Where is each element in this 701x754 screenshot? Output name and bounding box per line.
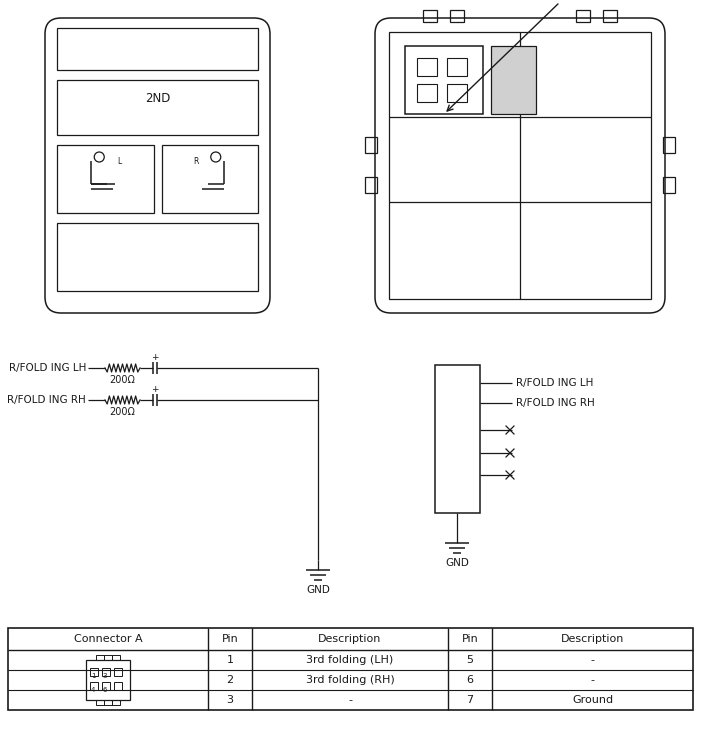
Text: 3: 3 [226, 695, 233, 705]
Bar [423, 10, 437, 22]
Bar [389, 32, 651, 299]
Text: R/FOLD ING LH: R/FOLD ING LH [8, 363, 86, 373]
Bar [576, 10, 590, 22]
Bar [435, 365, 480, 513]
Bar [90, 668, 98, 676]
Bar [112, 655, 120, 660]
Bar [417, 84, 437, 102]
Text: 4: 4 [91, 687, 95, 693]
Bar [96, 655, 104, 660]
Bar [8, 628, 693, 710]
Bar [104, 655, 112, 660]
Bar [161, 145, 258, 213]
Text: 2ND: 2ND [145, 91, 170, 105]
Bar [663, 137, 675, 153]
Bar [365, 177, 377, 193]
Text: 5: 5 [466, 655, 473, 665]
Text: R: R [193, 157, 198, 165]
Bar [447, 58, 467, 76]
Bar [96, 700, 104, 705]
Text: R/FOLD ING RH: R/FOLD ING RH [516, 398, 594, 408]
Text: 3rd folding (LH): 3rd folding (LH) [306, 655, 394, 665]
Bar [417, 58, 437, 76]
Text: 200Ω: 200Ω [109, 407, 135, 417]
Text: 1: 1 [226, 655, 233, 665]
Text: Description: Description [318, 634, 381, 644]
Text: 3rd folding (RH): 3rd folding (RH) [306, 675, 395, 685]
Text: 2: 2 [226, 675, 233, 685]
Bar [112, 700, 120, 705]
Text: L: L [117, 157, 121, 165]
Bar [90, 682, 98, 690]
Bar [114, 682, 122, 690]
Bar [603, 10, 617, 22]
Text: Pin: Pin [222, 634, 238, 644]
Text: R/FOLD ING LH: R/FOLD ING LH [516, 378, 593, 388]
Text: 3: 3 [103, 673, 107, 679]
Text: -: - [590, 675, 594, 685]
Bar [663, 177, 675, 193]
Text: +: + [151, 354, 158, 363]
Bar [405, 46, 483, 114]
Bar [365, 137, 377, 153]
Bar [114, 668, 122, 676]
Bar [450, 10, 464, 22]
Text: 6: 6 [466, 675, 473, 685]
Text: GND: GND [445, 558, 469, 568]
Text: 1: 1 [90, 673, 95, 679]
Text: -: - [590, 655, 594, 665]
Text: 200Ω: 200Ω [109, 375, 135, 385]
Text: 7: 7 [466, 695, 474, 705]
Bar [447, 84, 467, 102]
Bar [104, 700, 112, 705]
Text: -: - [348, 695, 352, 705]
Bar [491, 46, 536, 114]
Bar [57, 223, 258, 291]
Text: 6: 6 [103, 687, 107, 693]
Text: Pin: Pin [462, 634, 478, 644]
Text: +: + [151, 385, 158, 394]
Text: Connector A: Connector A [74, 634, 142, 644]
Text: Description: Description [561, 634, 624, 644]
Text: R/FOLD ING RH: R/FOLD ING RH [7, 395, 86, 405]
Bar [57, 80, 258, 135]
Bar [57, 28, 258, 70]
Bar [102, 682, 110, 690]
Bar [86, 660, 130, 700]
Text: Ground: Ground [572, 695, 613, 705]
Bar [102, 668, 110, 676]
Text: GND: GND [306, 585, 330, 595]
Bar [57, 145, 154, 213]
